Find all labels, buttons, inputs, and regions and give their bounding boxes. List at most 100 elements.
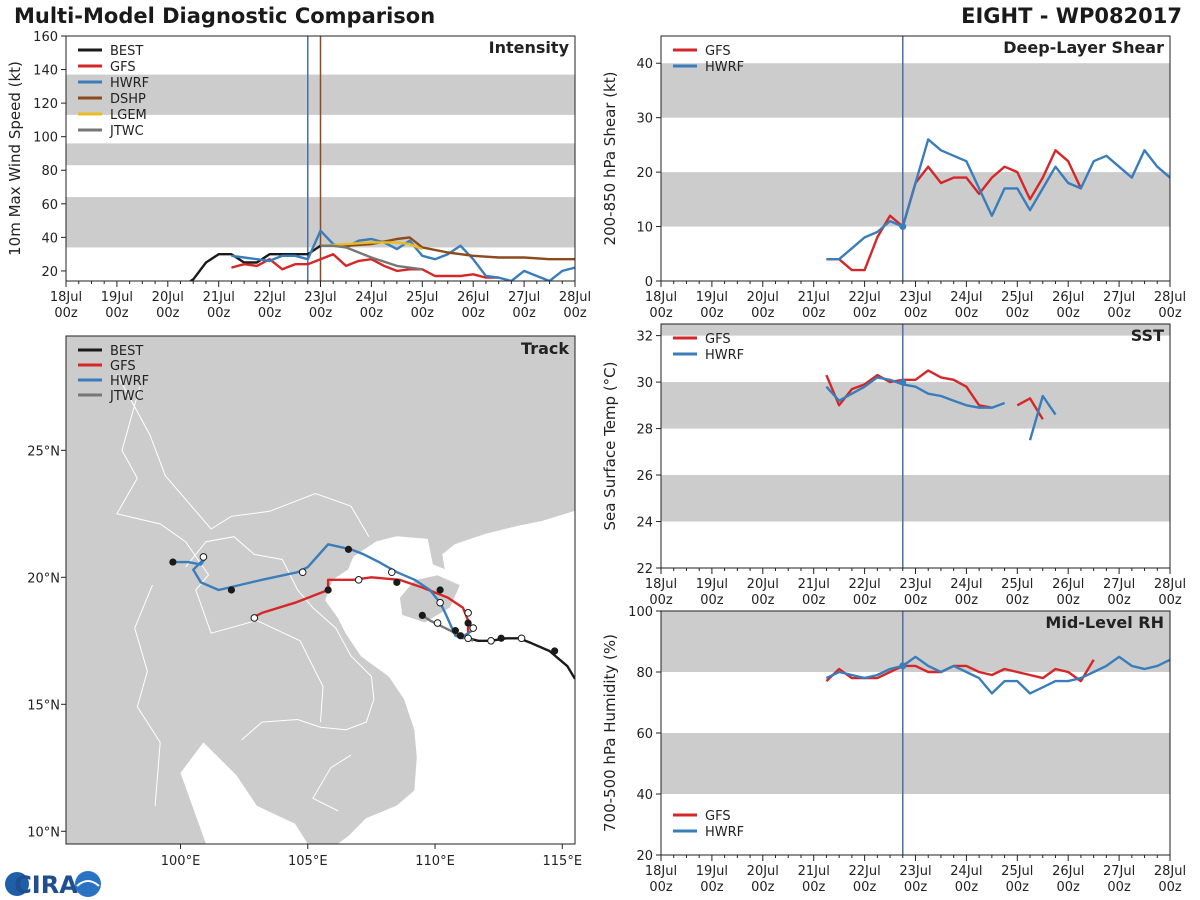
x-tick-label: 00z xyxy=(1057,306,1081,321)
x-tick-label: 20Jul xyxy=(747,864,779,879)
series-gfs xyxy=(231,252,499,279)
x-tick-label: 21Jul xyxy=(203,290,235,305)
track-point-00z xyxy=(551,647,559,655)
x-tick-label: 00z xyxy=(955,593,979,608)
x-tick-label: 24Jul xyxy=(950,290,982,305)
x-tick-label: 00z xyxy=(802,306,826,321)
x-tick-label: 00z xyxy=(649,880,673,895)
series-hwrf xyxy=(231,229,575,281)
lon-tick-label: 115°E xyxy=(543,854,583,869)
x-tick-label: 25Jul xyxy=(1001,290,1033,305)
x-tick-label: 00z xyxy=(649,593,673,608)
x-tick-label: 23Jul xyxy=(899,864,931,879)
x-tick-label: 00z xyxy=(751,306,775,321)
x-tick-label: 00z xyxy=(258,306,282,321)
x-tick-label: 00z xyxy=(1057,880,1081,895)
hainan-island xyxy=(398,574,462,624)
x-tick-label: 00z xyxy=(649,306,673,321)
x-tick-label: 00z xyxy=(54,306,78,321)
track-point-12z xyxy=(433,619,442,627)
x-tick-label: 25Jul xyxy=(1001,864,1033,879)
x-tick-label: 00z xyxy=(1158,593,1182,608)
x-tick-label: 00z xyxy=(462,306,486,321)
y-tick-label: 10 xyxy=(636,221,653,236)
x-tick-label: 00z xyxy=(1158,306,1182,321)
track-point-00z xyxy=(324,586,332,594)
x-tick-label: 23Jul xyxy=(304,290,336,305)
x-tick-label: 00z xyxy=(512,306,536,321)
country-border xyxy=(312,754,352,812)
shaded-band xyxy=(661,63,1170,118)
series-gfs xyxy=(825,659,1095,683)
x-tick-label: 20Jul xyxy=(152,290,184,305)
x-tick-label: 00z xyxy=(207,306,231,321)
analysis-marker xyxy=(899,223,907,231)
y-tick-label: 160 xyxy=(33,30,58,45)
x-tick-label: 00z xyxy=(1107,306,1131,321)
legend-entry: JTWC xyxy=(109,389,144,404)
y-tick-label: 24 xyxy=(636,516,653,531)
x-tick-label: 18Jul xyxy=(645,290,677,305)
x-tick-label: 00z xyxy=(904,593,928,608)
lon-tick-label: 105°E xyxy=(288,854,328,869)
x-tick-label: 00z xyxy=(700,880,724,895)
legend-entry: LGEM xyxy=(110,108,147,123)
y-tick-label: 100 xyxy=(628,605,653,620)
x-tick-label: 26Jul xyxy=(1052,290,1084,305)
x-tick-label: 23Jul xyxy=(899,577,931,592)
track-point-12z xyxy=(298,568,307,577)
series-best xyxy=(188,244,322,281)
x-tick-label: 00z xyxy=(309,306,333,321)
legend-entry: HWRF xyxy=(110,76,149,91)
y-tick-label: 40 xyxy=(41,231,58,246)
track-point-00z xyxy=(344,545,353,553)
track-point-00z xyxy=(418,611,426,620)
lat-tick-label: 20°N xyxy=(27,571,60,586)
x-tick-label: 27Jul xyxy=(1103,290,1135,305)
track-point-12z xyxy=(250,614,259,622)
x-tick-label: 00z xyxy=(700,306,724,321)
analysis-marker xyxy=(899,662,907,670)
y-tick-label: 22 xyxy=(636,562,653,577)
track-point-12z xyxy=(464,609,472,617)
plot-area xyxy=(66,36,575,281)
analysis-marker xyxy=(899,378,907,386)
track-point-00z xyxy=(393,578,401,586)
legend-entry: GFS xyxy=(705,332,731,347)
x-tick-label: 00z xyxy=(360,306,384,321)
x-tick-label: 00z xyxy=(751,880,775,895)
y-axis-label: 700-500 hPa Humidity (%) xyxy=(601,634,619,832)
series-hwrf xyxy=(1028,394,1057,441)
legend-entry: DSHP xyxy=(110,92,146,107)
y-tick-label: 20 xyxy=(636,849,653,864)
panel-sst: 22242628303218Jul00z19Jul00z20Jul00z21Ju… xyxy=(601,323,1186,608)
shaded-band xyxy=(661,611,1170,672)
track-point-00z xyxy=(436,586,444,594)
y-tick-label: 20 xyxy=(636,166,653,181)
y-tick-label: 60 xyxy=(41,198,58,213)
legend-entry: BEST xyxy=(110,344,143,359)
country-border xyxy=(116,373,370,537)
lat-tick-label: 15°N xyxy=(27,698,60,713)
series-hwrf xyxy=(826,138,1170,261)
x-tick-label: 00z xyxy=(853,306,877,321)
x-tick-label: 28Jul xyxy=(1154,864,1186,879)
gulf-of-thailand xyxy=(180,742,308,844)
x-tick-label: 00z xyxy=(156,306,180,321)
x-tick-label: 21Jul xyxy=(798,290,830,305)
x-tick-label: 26Jul xyxy=(1052,864,1084,879)
x-tick-label: 28Jul xyxy=(1154,577,1186,592)
country-border xyxy=(185,536,375,741)
x-tick-label: 00z xyxy=(955,306,979,321)
track-point-12z xyxy=(199,553,208,561)
track-point-12z xyxy=(469,624,478,632)
x-tick-label: 00z xyxy=(700,593,724,608)
x-tick-label: 18Jul xyxy=(645,577,677,592)
x-tick-label: 27Jul xyxy=(1103,864,1135,879)
y-tick-label: 30 xyxy=(636,112,653,127)
logo-swirl xyxy=(76,880,100,887)
shaded-band xyxy=(661,475,1170,522)
track-gfs xyxy=(251,576,470,640)
